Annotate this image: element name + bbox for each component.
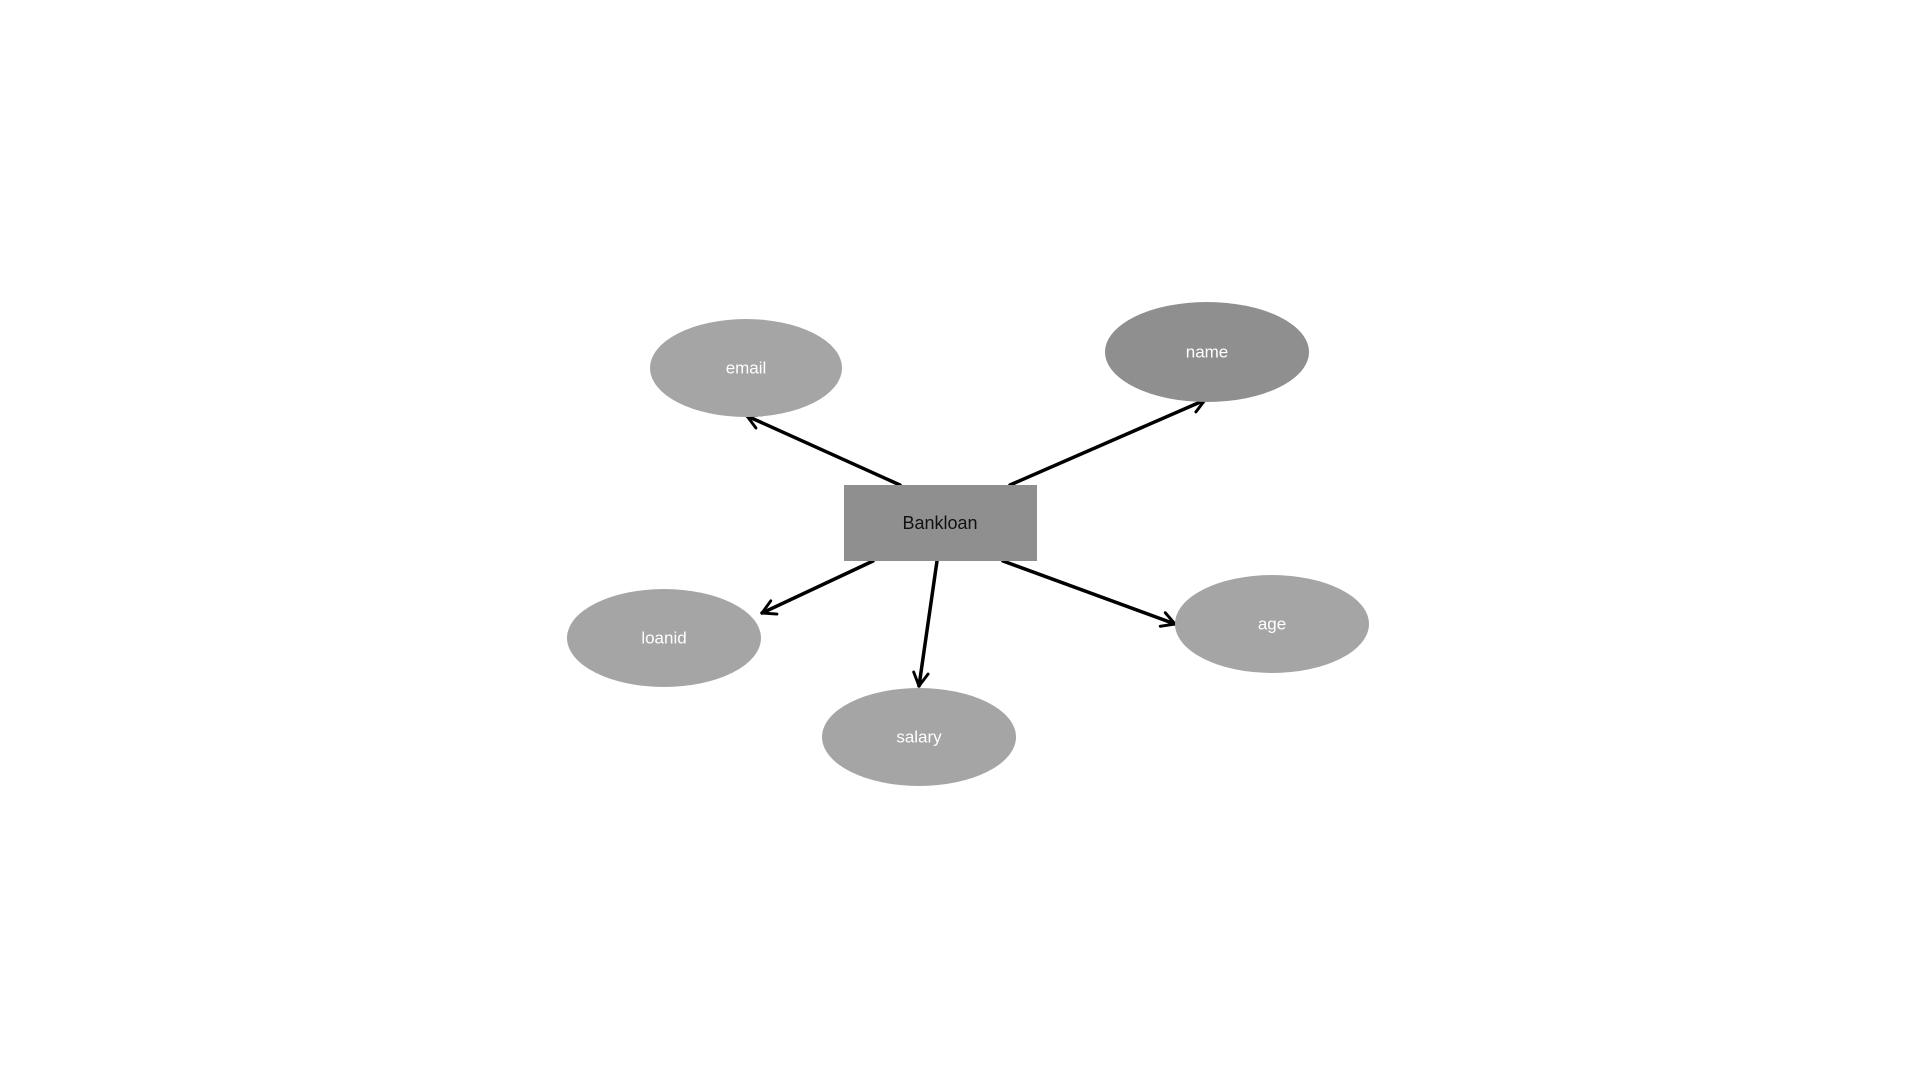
attribute-salary-shape	[822, 688, 1016, 786]
attribute-age-label: age	[1258, 614, 1286, 633]
entity-bankloan-shape	[844, 485, 1037, 561]
attribute-email-label: email	[726, 358, 767, 377]
attribute-loanid[interactable]: loanid	[567, 589, 761, 687]
attribute-loanid-shape	[567, 589, 761, 687]
attribute-age[interactable]: age	[1175, 575, 1369, 673]
attribute-email[interactable]: email	[650, 319, 842, 417]
attribute-name-label: name	[1186, 342, 1229, 361]
attribute-age-shape	[1175, 575, 1369, 673]
entity-bankloan-label: Bankloan	[902, 513, 977, 533]
edge-bankloan-loanid	[760, 559, 875, 616]
attribute-salary-label: salary	[896, 727, 942, 746]
attribute-name[interactable]: name	[1105, 302, 1309, 402]
attribute-email-shape	[650, 319, 842, 417]
edge-bankloan-email	[745, 413, 902, 487]
attribute-name-shape	[1105, 302, 1309, 402]
attribute-loanid-label: loanid	[641, 628, 686, 647]
edges	[745, 397, 1207, 688]
edge-bankloan-age	[1001, 559, 1177, 628]
entity-bankloan[interactable]: Bankloan	[844, 485, 1037, 561]
attribute-salary[interactable]: salary	[822, 688, 1016, 786]
edge-bankloan-salary	[912, 559, 939, 688]
edge-bankloan-name	[1008, 397, 1207, 487]
